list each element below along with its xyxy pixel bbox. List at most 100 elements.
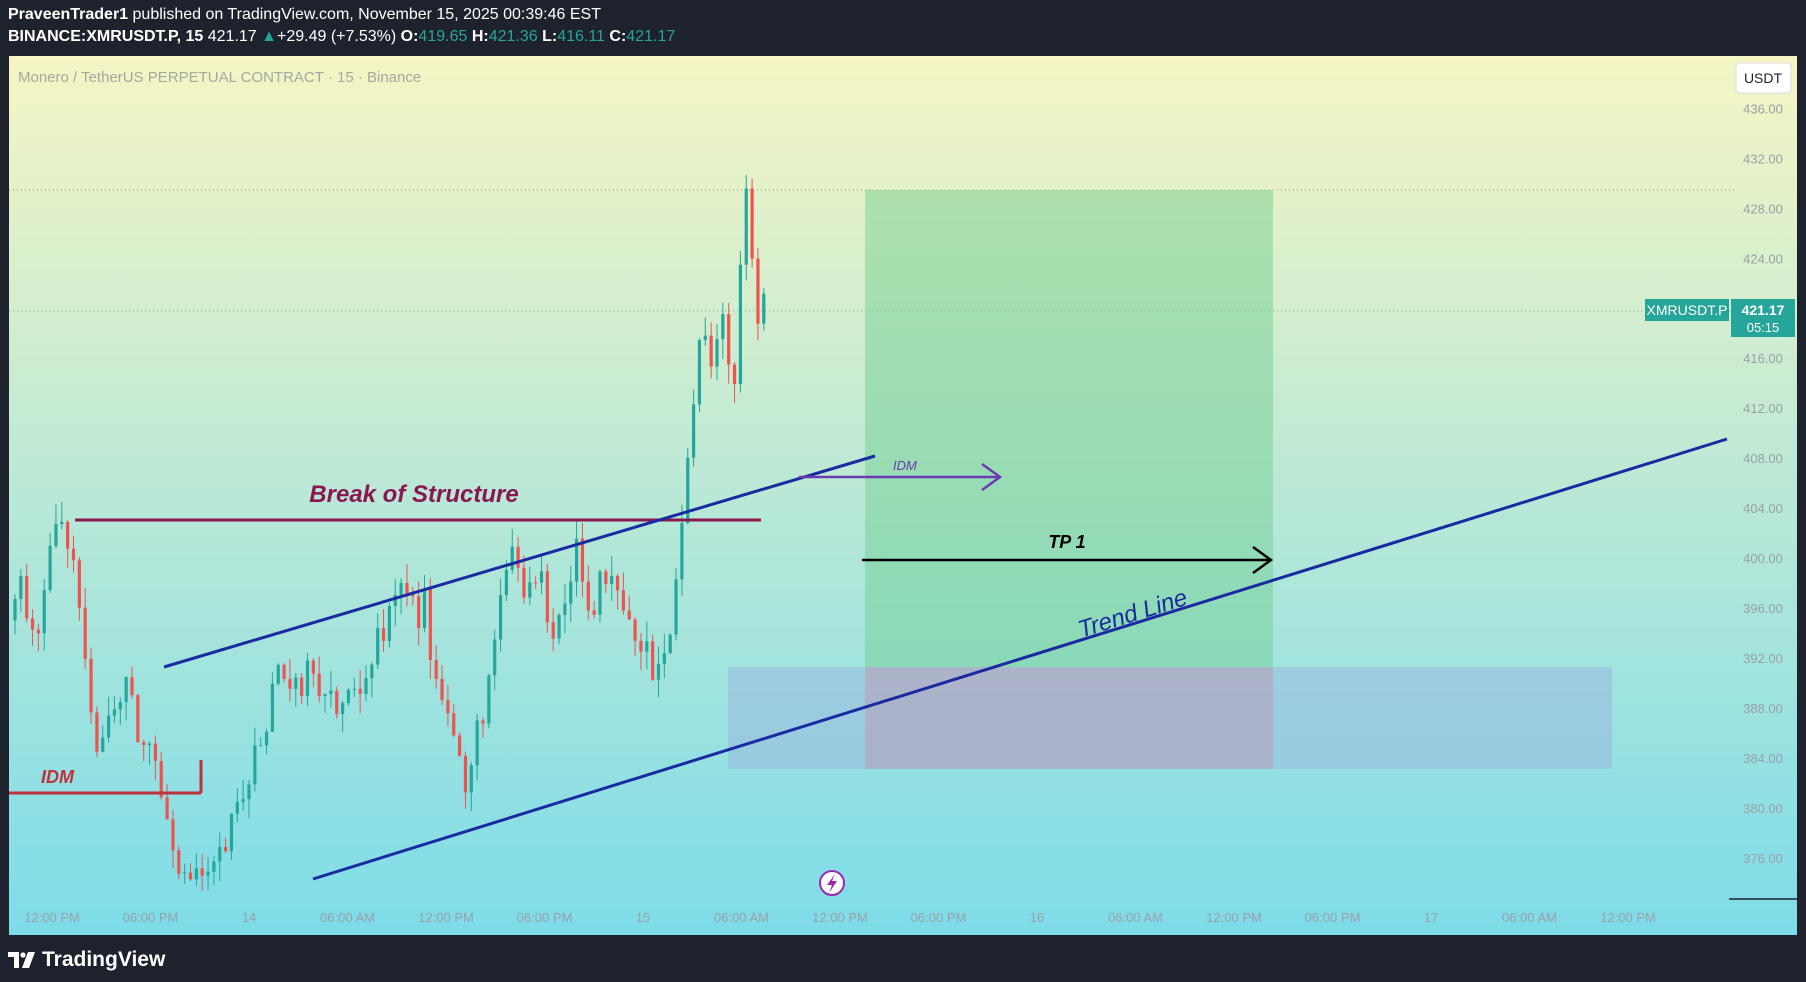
price-tick-label: 416.00: [1743, 351, 1783, 366]
last-price: 421.17: [207, 28, 257, 45]
candle-body: [107, 715, 111, 738]
price-tick-label: 436.00: [1743, 101, 1783, 116]
chart-background: [9, 56, 1797, 935]
candle-body: [744, 188, 748, 265]
candle-body: [241, 799, 245, 802]
candle-body: [329, 690, 333, 694]
symbol-tag-bg: [1645, 299, 1729, 321]
price-tick-label: 432.00: [1743, 151, 1783, 166]
time-tick-label: 06:00 AM: [320, 910, 375, 925]
candle-body: [393, 594, 397, 606]
tradingview-logo-icon: [8, 952, 35, 968]
candle-body: [575, 538, 579, 582]
idm-right-label: IDM: [893, 458, 917, 473]
stop-zone[interactable]: [865, 667, 1273, 769]
candle-body: [405, 582, 409, 594]
price-tick-label: 380.00: [1743, 801, 1783, 816]
candle-body: [534, 582, 538, 584]
candle-body: [551, 622, 555, 639]
open-value: 419.65: [418, 28, 468, 45]
time-tick-label: 06:00 AM: [1108, 910, 1163, 925]
candle-body: [738, 264, 742, 385]
price-tick-label: 408.00: [1743, 451, 1783, 466]
candle-body: [346, 689, 351, 704]
ohlc-line: BINANCE:XMRUSDT.P, 15 421.17 ▲+29.49 (+7…: [8, 28, 675, 46]
candle-body: [487, 675, 491, 724]
candle-body: [422, 588, 427, 629]
currency-button-bg: [1735, 62, 1792, 94]
candle-body: [36, 629, 40, 634]
candle-body: [592, 610, 596, 615]
candle-body: [159, 760, 163, 798]
idm-left-label: IDM: [41, 767, 75, 787]
candle-body: [750, 188, 754, 259]
candle-body: [428, 588, 432, 660]
candle-body: [335, 690, 339, 715]
price-axis[interactable]: 376.00 380.00 384.00 388.00 392.00 396.00 400.…: [1743, 101, 1783, 865]
time-axis[interactable]: 12:00 PM 06:00 PM 14 06:00 AM 12:00 PM 06:00 …: [24, 910, 1656, 925]
candle-body: [446, 700, 450, 714]
candle-body: [19, 576, 23, 599]
candle-body: [112, 709, 117, 716]
candle-body: [586, 581, 590, 611]
candle-body: [95, 712, 99, 752]
tradingview-brand[interactable]: TradingView: [42, 948, 166, 971]
chart-header: PraveenTrader1 published on TradingView.…: [0, 0, 1806, 56]
candle-body: [732, 364, 737, 385]
price-tag-countdown: 05:15: [1747, 320, 1780, 335]
candle-body: [13, 598, 17, 621]
candle-body: [42, 590, 46, 634]
candle-body: [25, 576, 29, 619]
candle-body: [200, 868, 204, 876]
candle-body: [633, 619, 637, 641]
trend-line[interactable]: [312, 437, 1728, 881]
candle-body: [615, 575, 620, 591]
change-arrow-icon: ▲: [261, 28, 277, 45]
candle-body: [493, 639, 497, 676]
candle-body: [66, 521, 70, 549]
footer: TradingView: [8, 944, 165, 976]
price-tick-label: 428.00: [1743, 201, 1783, 216]
time-tick-label: 06:00 AM: [1502, 910, 1557, 925]
price-chart[interactable]: IDM Break of Structure Trend Line IDM TP…: [9, 56, 1797, 935]
time-tick-label: 16: [1030, 910, 1044, 925]
candle-body: [458, 735, 462, 757]
candle-body: [48, 545, 52, 591]
candle-body: [136, 695, 140, 743]
publisher-name[interactable]: PraveenTrader1: [8, 6, 129, 23]
candle-body: [686, 457, 690, 524]
candle-body: [294, 677, 298, 689]
candle-body: [510, 546, 514, 570]
candle-body: [341, 703, 345, 715]
candle-body: [218, 846, 222, 862]
candle-body: [645, 641, 649, 652]
candle-body: [475, 720, 479, 766]
price-tag: XMRUSDT.P 421.17 05:15: [1645, 299, 1795, 337]
candle-body: [656, 663, 661, 680]
lightning-icon[interactable]: [819, 870, 845, 896]
candle-body: [709, 335, 713, 367]
candle-body: [358, 688, 362, 694]
time-tick-label: 06:00 PM: [123, 910, 179, 925]
candle-body: [142, 742, 146, 746]
candle-body: [188, 872, 193, 880]
candle-body: [463, 756, 468, 793]
candle-body: [101, 737, 105, 752]
price-tag-price: 421.17: [1742, 302, 1785, 318]
time-tick-label: 15: [636, 910, 650, 925]
candle-body: [264, 731, 269, 746]
candle-body: [469, 765, 473, 793]
candle-body: [54, 523, 58, 546]
candle-body: [30, 618, 35, 630]
candle-body: [399, 582, 403, 595]
candle-body: [557, 614, 561, 639]
currency-button[interactable]: USDT: [1735, 62, 1792, 94]
high-value: 421.36: [488, 28, 538, 45]
candle-body: [212, 861, 216, 872]
chart-title: Monero / TetherUS PERPETUAL CONTRACT · 1…: [18, 69, 421, 86]
candle-body: [703, 335, 707, 341]
channel-line[interactable]: [163, 454, 876, 669]
time-tick-label: 06:00 AM: [714, 910, 769, 925]
candle-body: [721, 314, 725, 340]
target-zone[interactable]: [865, 190, 1273, 667]
